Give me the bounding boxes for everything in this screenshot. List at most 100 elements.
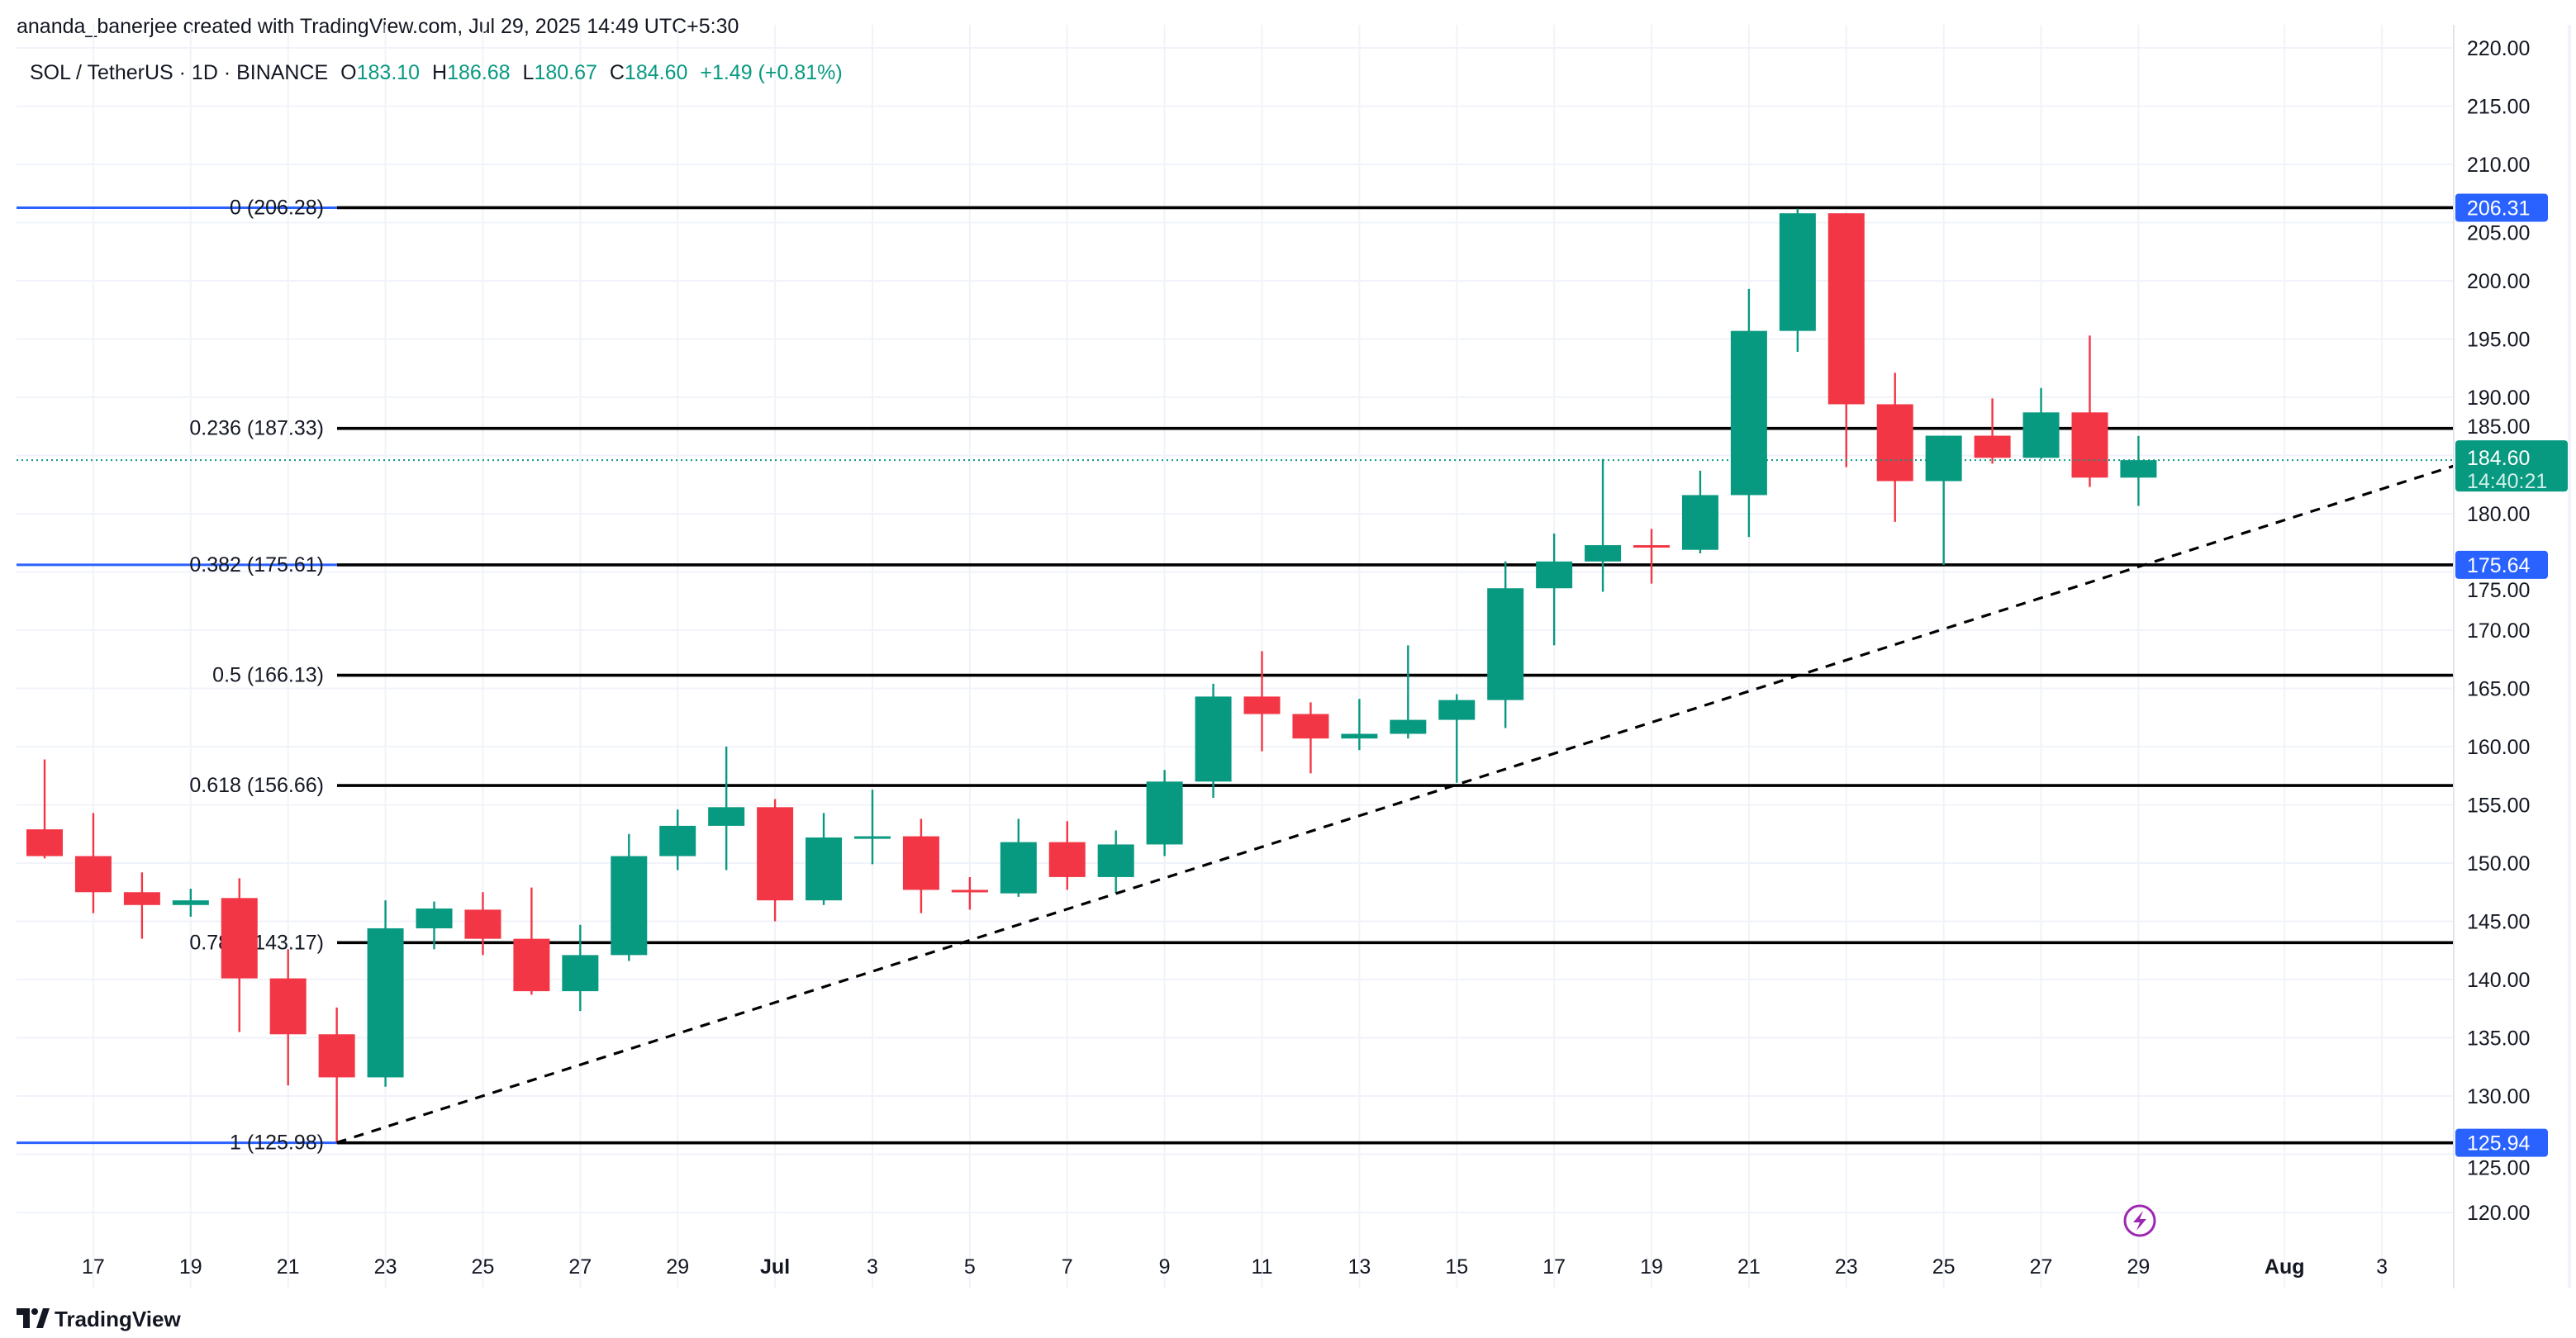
candle-body xyxy=(123,892,160,905)
candle[interactable] xyxy=(1779,208,1816,353)
candle-body xyxy=(2022,412,2060,458)
x-tick-label: 29 xyxy=(2127,1255,2151,1279)
candle-body xyxy=(1974,435,2011,458)
candle[interactable] xyxy=(853,790,891,865)
candle[interactable] xyxy=(1925,435,1962,566)
candle[interactable] xyxy=(1681,470,1718,553)
candle[interactable] xyxy=(269,949,307,1086)
candle[interactable] xyxy=(513,887,550,995)
candle[interactable] xyxy=(1146,770,1183,856)
y-tick-label: 190.00 xyxy=(2467,387,2530,410)
dashed-trendline[interactable] xyxy=(336,464,2455,1144)
candle-body xyxy=(806,837,843,901)
candle-body xyxy=(757,807,794,901)
candle[interactable] xyxy=(367,900,404,1087)
candle-body xyxy=(1243,696,1281,714)
candle[interactable] xyxy=(1390,645,1427,739)
grid xyxy=(17,25,2454,1288)
fib-axis-badge xyxy=(2455,1128,2548,1157)
candle[interactable] xyxy=(708,747,745,871)
x-tick-label: 21 xyxy=(277,1255,300,1279)
candle-body xyxy=(269,978,307,1035)
y-tick-label: 145.00 xyxy=(2467,911,2530,934)
fib-level-label: 1 (125.98) xyxy=(230,1132,324,1155)
candle[interactable] xyxy=(1341,699,1378,751)
candle[interactable] xyxy=(1633,529,1671,584)
candle[interactable] xyxy=(172,889,209,917)
candle-body xyxy=(1146,781,1183,845)
candle[interactable] xyxy=(1000,818,1037,897)
candle-body xyxy=(1341,733,1378,739)
x-tick-label: 23 xyxy=(374,1255,397,1279)
candle[interactable] xyxy=(1292,702,1329,774)
candle[interactable] xyxy=(318,1007,355,1143)
candle-body xyxy=(1487,588,1524,700)
candle[interactable] xyxy=(2022,387,2060,459)
candle-body xyxy=(2071,412,2108,478)
candle-body xyxy=(74,856,112,893)
candle[interactable] xyxy=(2120,435,2157,506)
candle[interactable] xyxy=(221,878,258,1032)
candle-body xyxy=(513,938,550,992)
candle[interactable] xyxy=(757,799,794,922)
candle[interactable] xyxy=(1243,651,1281,752)
candle[interactable] xyxy=(951,876,988,910)
legend-high: 186.68 xyxy=(447,61,510,84)
candle[interactable] xyxy=(902,818,939,913)
candle[interactable] xyxy=(1487,561,1524,728)
y-tick-label: 205.00 xyxy=(2467,221,2530,244)
candle[interactable] xyxy=(1974,398,2011,464)
y-tick-label: 160.00 xyxy=(2467,736,2530,759)
candle[interactable] xyxy=(74,813,112,913)
candle[interactable] xyxy=(659,809,696,871)
candle-body xyxy=(1536,561,1573,589)
price-axis[interactable]: 120.00 125.00 130.00 135.00 140.00 145.00 150.… xyxy=(2467,37,2530,1225)
candle-body xyxy=(318,1034,355,1078)
logo-text: TradingView xyxy=(55,1307,181,1331)
legend-symbol: SOL / TetherUS · 1D · BINANCE xyxy=(30,61,328,84)
candle[interactable] xyxy=(806,813,843,905)
y-tick-label: 220.00 xyxy=(2467,37,2530,60)
candle-body xyxy=(1292,714,1329,739)
candle-body xyxy=(611,856,648,956)
fib-level-label: 0.618 (156.66) xyxy=(189,774,324,797)
candle[interactable] xyxy=(1097,830,1134,894)
candle-body xyxy=(1195,696,1232,782)
lightning-icon[interactable] xyxy=(2123,1204,2156,1237)
candle[interactable] xyxy=(26,759,63,859)
fib-level-label: 0.5 (166.13) xyxy=(212,664,324,687)
candle[interactable] xyxy=(2071,335,2108,487)
candle-body xyxy=(1000,842,1037,894)
y-tick-label: 130.00 xyxy=(2467,1085,2530,1108)
candle[interactable] xyxy=(464,892,501,956)
candle[interactable] xyxy=(1195,683,1232,799)
candle-body xyxy=(1681,495,1718,550)
y-tick-label: 170.00 xyxy=(2467,619,2530,643)
x-tick-label: 19 xyxy=(179,1255,202,1279)
fib-level-label: 0 (206.28) xyxy=(230,196,324,219)
candle[interactable] xyxy=(1438,694,1476,783)
x-tick-label: 25 xyxy=(472,1255,495,1279)
candle[interactable] xyxy=(123,872,160,939)
candle-body xyxy=(951,890,988,893)
candle-body xyxy=(221,898,258,979)
candle[interactable] xyxy=(416,901,453,950)
candle[interactable] xyxy=(1876,372,1913,522)
candle[interactable] xyxy=(562,924,599,1012)
trendline[interactable] xyxy=(336,464,2455,1144)
tradingview-logo[interactable]: TradingView xyxy=(17,1307,181,1331)
candle[interactable] xyxy=(1827,213,1865,467)
fib-axis-label: 206.31 xyxy=(2467,197,2530,220)
fib-retracement[interactable]: 0 (206.28) 0.236 (187.33) 0.382 (175.61) 0.… xyxy=(17,196,2454,1155)
time-axis[interactable]: 17 19 21 23 25 27 29 Jul 3 5 7 9 11 13 15 17 19 21 23 25 27 2… xyxy=(82,1255,2388,1279)
legend-low: 180.67 xyxy=(534,61,596,84)
candle[interactable] xyxy=(1730,288,1767,538)
candle[interactable] xyxy=(611,833,648,961)
candle[interactable] xyxy=(1536,533,1573,646)
candle[interactable] xyxy=(1585,458,1622,592)
y-tick-label: 140.00 xyxy=(2467,969,2530,992)
candle[interactable] xyxy=(1048,821,1086,890)
candle-body xyxy=(708,807,745,826)
